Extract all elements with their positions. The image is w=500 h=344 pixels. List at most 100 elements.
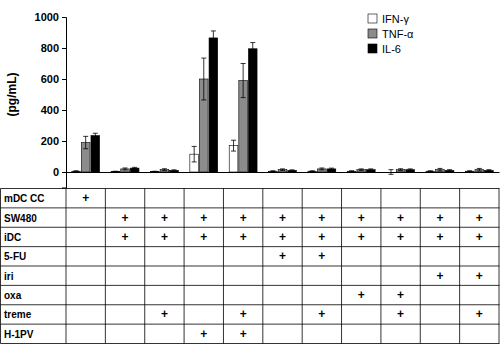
error-bar	[477, 168, 482, 170]
y-tick-mark	[62, 141, 66, 142]
legend-swatch	[368, 44, 377, 53]
error-bar	[349, 170, 354, 172]
cell-mark: +	[200, 327, 207, 341]
y-tick-label: 600	[41, 73, 59, 85]
y-tick-label: 200	[41, 135, 59, 147]
cell-mark: +	[397, 288, 404, 302]
legend: IFN-γ TNF-α IL-6	[368, 13, 414, 55]
cell-mark: +	[318, 230, 325, 244]
cell-mark: +	[161, 307, 168, 321]
table-rule	[1, 304, 500, 305]
table-rule	[105, 189, 106, 344]
error-bar	[310, 170, 315, 172]
table-rule	[1, 343, 500, 344]
bar	[396, 170, 405, 172]
error-bar	[93, 133, 98, 138]
row-label: oxa	[4, 290, 22, 301]
row-label: treme	[4, 309, 32, 320]
bar	[327, 169, 336, 172]
cell-mark: +	[318, 307, 325, 321]
bar	[91, 136, 100, 172]
cell-mark: +	[476, 269, 483, 283]
legend-label: IFN-γ	[382, 13, 409, 25]
bar	[406, 170, 415, 172]
table-rule	[1, 246, 500, 247]
error-bar	[83, 136, 88, 148]
error-bar	[201, 58, 206, 100]
chart: 02004006008001000(pg/mL)IFN-γTNF-αIL-6mD…	[0, 0, 500, 344]
y-tick: 200	[41, 135, 66, 147]
cell-mark: +	[476, 307, 483, 321]
table-rule	[1, 207, 500, 208]
cell-mark: +	[240, 230, 247, 244]
y-tick-mark	[62, 172, 66, 173]
table-rule	[499, 189, 500, 344]
y-tick: 400	[41, 104, 66, 116]
bar	[445, 170, 454, 172]
bar	[248, 49, 257, 172]
cell-mark: +	[436, 269, 443, 283]
y-tick-mark	[62, 17, 66, 18]
legend-entry: TNF-α	[368, 28, 414, 40]
error-bar	[398, 169, 403, 171]
error-bar	[132, 167, 137, 169]
y-tick: 0	[53, 166, 66, 178]
error-bar	[368, 169, 373, 171]
table-rule	[223, 189, 224, 344]
row-label: iDC	[4, 232, 21, 243]
error-bar	[192, 146, 197, 162]
y-tick: 1000	[35, 11, 66, 23]
legend-entry: IFN-γ	[368, 13, 409, 25]
cell-mark: +	[279, 230, 286, 244]
error-bar	[250, 43, 255, 55]
error-bar	[359, 169, 364, 171]
error-bar	[447, 170, 452, 172]
table-rule	[1, 285, 500, 286]
y-axis-line	[62, 18, 67, 189]
y-tick-mark	[62, 110, 66, 111]
cell-mark: +	[358, 230, 365, 244]
error-bar	[329, 168, 334, 170]
bar	[278, 170, 287, 172]
bar	[121, 169, 130, 172]
cell-mark: +	[436, 211, 443, 225]
table-rule	[66, 189, 67, 344]
error-bar	[231, 140, 236, 151]
bar	[170, 170, 179, 172]
table-rule	[420, 189, 421, 344]
error-bar	[172, 170, 177, 171]
error-bar	[270, 170, 275, 172]
y-tick-label: 400	[41, 104, 59, 116]
row-label: H-1PV	[4, 329, 34, 340]
table: mDC CC+SW480++++++++++iDC++++++++++5-FU+…	[1, 189, 500, 344]
cell-mark: +	[122, 211, 129, 225]
error-bar	[437, 168, 442, 170]
bars	[72, 31, 493, 174]
cell-mark: +	[397, 211, 404, 225]
table-rule	[1, 324, 500, 325]
row-label: iri	[4, 271, 14, 282]
bar	[318, 169, 327, 172]
bar	[367, 170, 376, 172]
cell-mark: +	[200, 211, 207, 225]
bar	[288, 170, 297, 172]
table-rule	[0, 189, 1, 344]
error-bar	[319, 168, 324, 170]
cell-mark: +	[82, 191, 89, 205]
error-bar	[290, 170, 295, 171]
legend-swatch	[368, 29, 377, 38]
bar	[160, 170, 169, 172]
table-rule	[380, 189, 381, 344]
table-rule	[262, 189, 263, 344]
cell-mark: +	[161, 230, 168, 244]
cell-mark: +	[358, 211, 365, 225]
error-bar	[241, 64, 246, 98]
cell-mark: +	[358, 288, 365, 302]
table-rule	[184, 189, 185, 344]
cell-mark: +	[476, 211, 483, 225]
cell-mark: +	[279, 211, 286, 225]
error-bar	[74, 170, 79, 172]
error-bar	[123, 168, 128, 170]
legend-label: IL-6	[382, 43, 401, 55]
cell-mark: +	[122, 230, 129, 244]
